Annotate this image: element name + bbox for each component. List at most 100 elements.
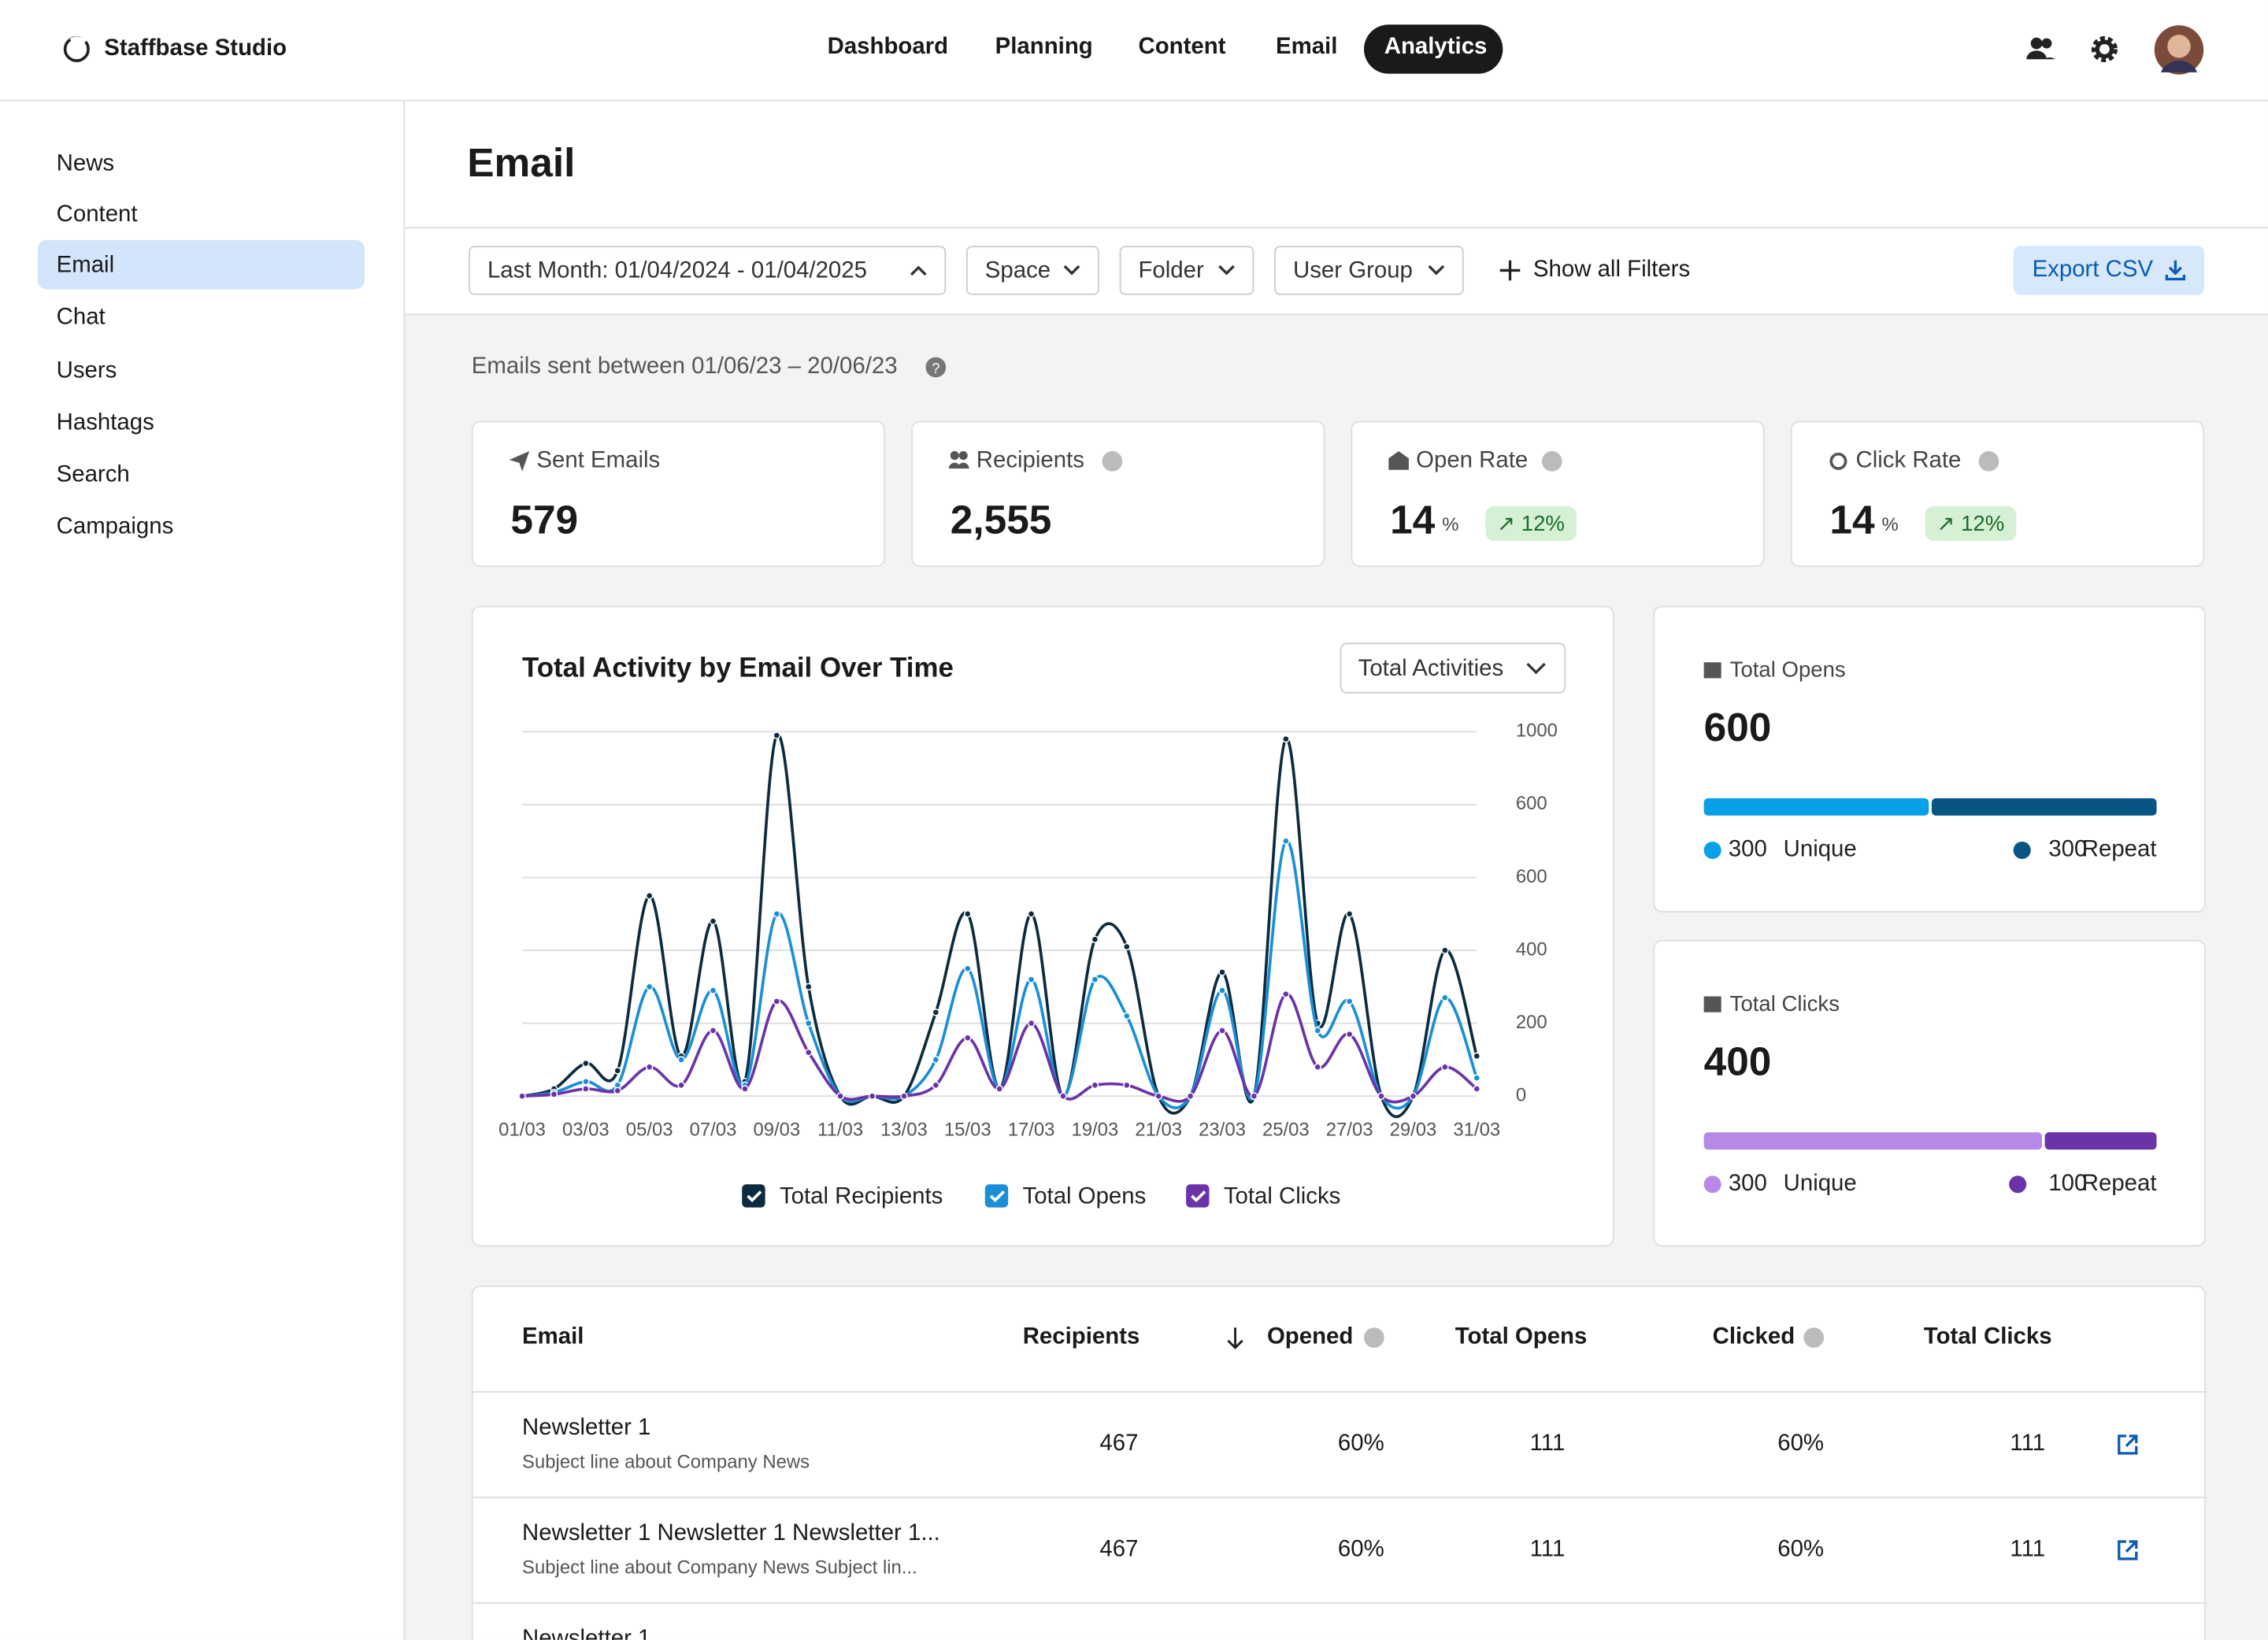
legend-dot	[1703, 1175, 1721, 1194]
cell: 111	[2010, 1431, 2046, 1457]
legend-check	[747, 1190, 762, 1203]
sidebar: News Content Email Chat Users Hashtags S…	[0, 101, 406, 1640]
table: Email Recipients Opened Total Opens Clic…	[471, 1285, 2207, 1640]
legend-checkbox	[742, 1184, 765, 1208]
legend-dot	[2009, 1175, 2027, 1194]
column-header[interactable]: Clicked	[1712, 1324, 1796, 1349]
column-header[interactable]: Total Clicks	[1923, 1324, 2052, 1349]
cell: 111	[1529, 1537, 1566, 1562]
data-point	[709, 987, 717, 994]
column-header[interactable]: Recipients	[1022, 1324, 1140, 1349]
column-header[interactable]: Total Opens	[1455, 1324, 1588, 1349]
users-icon[interactable]	[2026, 36, 2055, 62]
data-point	[1345, 910, 1354, 918]
kpi-card: Recipients 2,555	[911, 420, 1325, 567]
filter-dropdown[interactable]: User Group	[1274, 246, 1464, 295]
filter-text: User Group	[1293, 258, 1413, 283]
nav-item[interactable]: Email	[1275, 35, 1338, 60]
date-filter[interactable]: Last Month: 01/04/2024 - 01/04/2025	[469, 246, 947, 295]
data-point	[709, 1027, 717, 1035]
sidebar-item[interactable]: Email	[56, 253, 115, 278]
top-bar: Staffbase Studio Dashboard Planning Cont…	[0, 0, 2268, 102]
plus-icon	[1499, 260, 1521, 281]
sidebar-item[interactable]: Users	[56, 358, 117, 383]
nav-active[interactable]	[1364, 24, 1503, 74]
totals-value: 400	[1704, 1038, 1772, 1083]
x-tick-label: 03/03	[562, 1120, 610, 1141]
data-point	[613, 1087, 622, 1095]
data-point	[804, 983, 813, 991]
sidebar-item[interactable]: Hashtags	[56, 410, 154, 435]
data-point	[1027, 975, 1036, 983]
repeat-label: Repeat	[2082, 836, 2157, 862]
x-tick-label: 07/03	[690, 1120, 737, 1141]
kpi-card: Click Rate 14% ↗ 12%	[1790, 420, 2205, 567]
sidebar-item[interactable]: Search	[56, 462, 130, 487]
kpi-change: ↗ 12%	[1485, 505, 1577, 541]
nav-item[interactable]: Planning	[995, 35, 1093, 60]
totals-card: Total Clicks 400 300 Unique Repeat 100	[1653, 939, 2206, 1247]
data-point	[613, 1067, 622, 1075]
sidebar-item[interactable]: News	[56, 151, 115, 177]
kpi-change-text: 12%	[1961, 512, 2005, 537]
export-button[interactable]: Export CSV	[2013, 246, 2205, 295]
column-header[interactable]: Email	[522, 1324, 584, 1349]
totals-value: 600	[1704, 704, 1772, 750]
data-point	[1154, 1092, 1162, 1100]
kpi-value: 2,555	[950, 497, 1052, 542]
x-tick-label: 21/03	[1135, 1120, 1182, 1141]
data-point	[1123, 1012, 1131, 1020]
data-point	[773, 910, 781, 918]
data-point	[1027, 910, 1036, 918]
column-header[interactable]: Opened	[1266, 1324, 1354, 1349]
legend-label: Total Opens	[1023, 1183, 1147, 1209]
x-tick-label: 01/03	[498, 1120, 546, 1141]
data-point	[1282, 735, 1290, 743]
sidebar-item[interactable]: Content	[56, 202, 138, 228]
data-point	[804, 1048, 813, 1057]
kpi-value: 579	[510, 497, 579, 542]
export-text: Export CSV	[2032, 257, 2154, 283]
legend-dot	[2013, 841, 2031, 859]
logo	[63, 35, 90, 62]
data-point	[645, 983, 654, 991]
x-tick-label: 11/03	[817, 1120, 863, 1141]
data-point	[582, 1059, 590, 1068]
chart: Total Activity by Email Over Time Total …	[498, 642, 1566, 1209]
chart-selector-text: Total Activities	[1358, 655, 1503, 681]
avatar[interactable]	[2154, 24, 2204, 75]
kpi-unit: %	[1442, 513, 1459, 535]
repeat-value: 300	[2048, 836, 2087, 862]
data-point	[1441, 946, 1449, 954]
data-point	[932, 1081, 940, 1090]
filter-dropdown[interactable]: Folder	[1119, 246, 1254, 295]
show-all-filters[interactable]: Show all Filters	[1532, 257, 1691, 283]
open-link[interactable]	[2118, 1435, 2138, 1455]
repeat-bar	[2044, 1132, 2157, 1150]
data-point	[645, 891, 654, 900]
info-text: Emails sent between 01/06/23 – 20/06/23	[471, 354, 898, 379]
x-tick-label: 05/03	[626, 1120, 673, 1141]
nav-item[interactable]: Analytics	[1384, 35, 1488, 60]
data-point	[900, 1092, 908, 1100]
sidebar-item[interactable]: Chat	[56, 305, 106, 330]
sidebar-item[interactable]: Campaigns	[56, 514, 174, 540]
nav-item[interactable]: Content	[1138, 35, 1226, 60]
cell: 60%	[1337, 1537, 1384, 1562]
nav-item[interactable]: Dashboard	[827, 35, 949, 60]
data-point	[1091, 935, 1099, 943]
cell: 60%	[1777, 1431, 1825, 1457]
data-point	[1123, 942, 1131, 951]
data-point	[963, 910, 972, 918]
kpi-card: Open Rate 14% ↗ 12%	[1351, 420, 1765, 567]
chart-selector[interactable]	[1340, 642, 1566, 694]
data-point	[677, 1081, 685, 1090]
filter-dropdown[interactable]: Space	[965, 246, 1099, 295]
row-divider	[472, 1496, 2207, 1498]
unique-bar	[1703, 798, 1929, 816]
x-tick-label: 15/03	[944, 1120, 991, 1141]
open-link[interactable]	[2118, 1540, 2138, 1560]
totals-title: Total Clicks	[1730, 991, 1840, 1016]
settings-icon[interactable]	[2090, 35, 2119, 64]
